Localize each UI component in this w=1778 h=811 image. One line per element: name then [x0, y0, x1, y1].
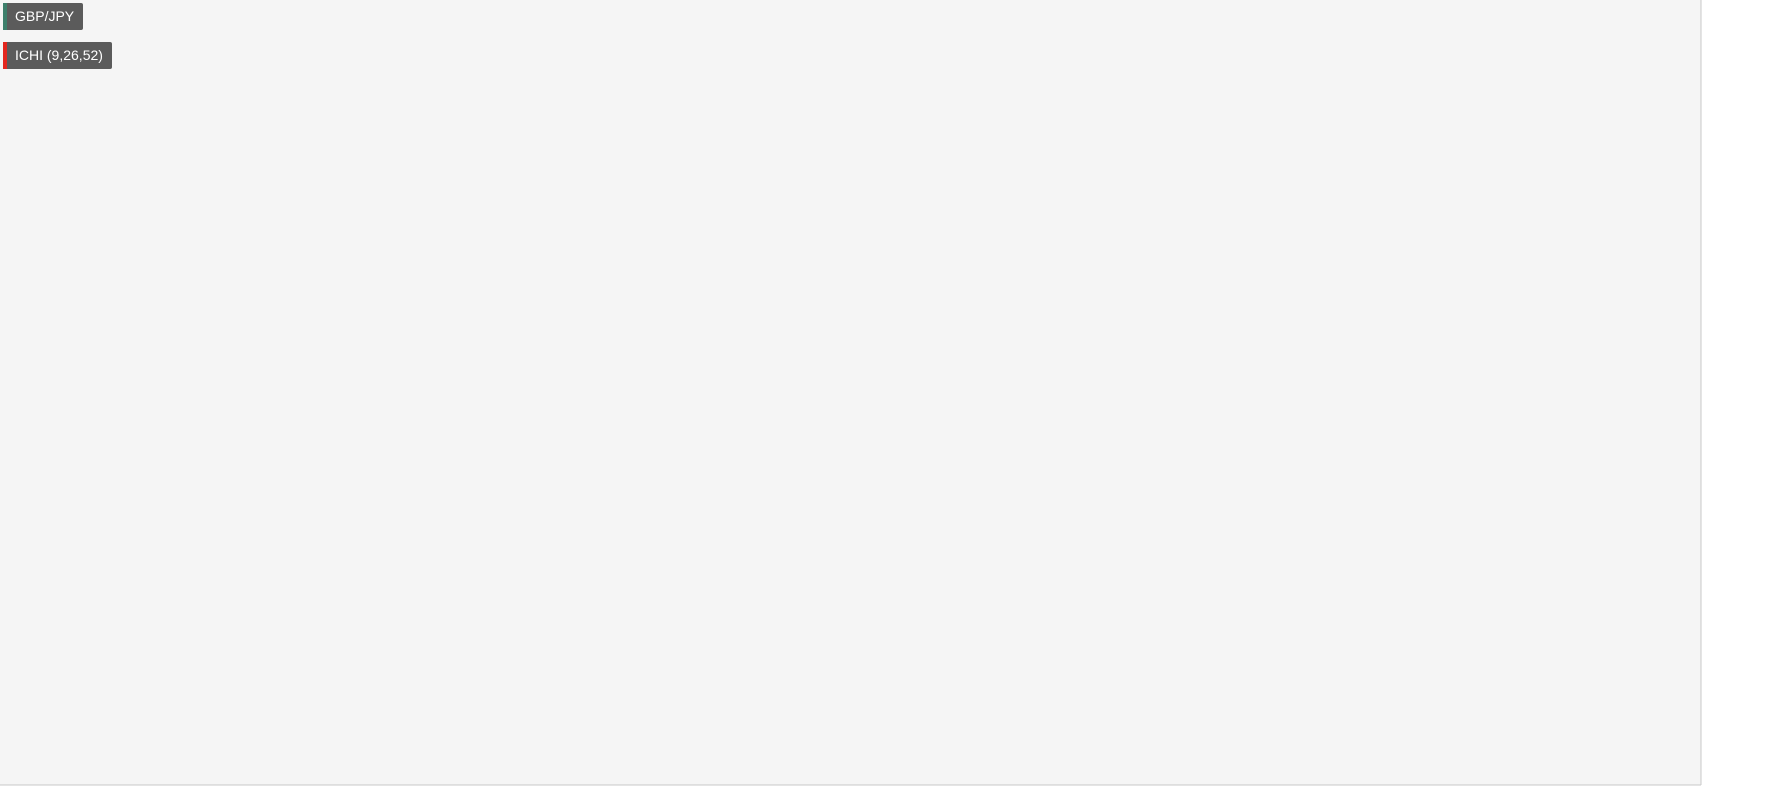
plot-background: [0, 0, 1701, 785]
instrument-legend: GBP/JPY: [3, 3, 84, 30]
indicator-legend: ICHI (9,26,52): [3, 42, 112, 69]
